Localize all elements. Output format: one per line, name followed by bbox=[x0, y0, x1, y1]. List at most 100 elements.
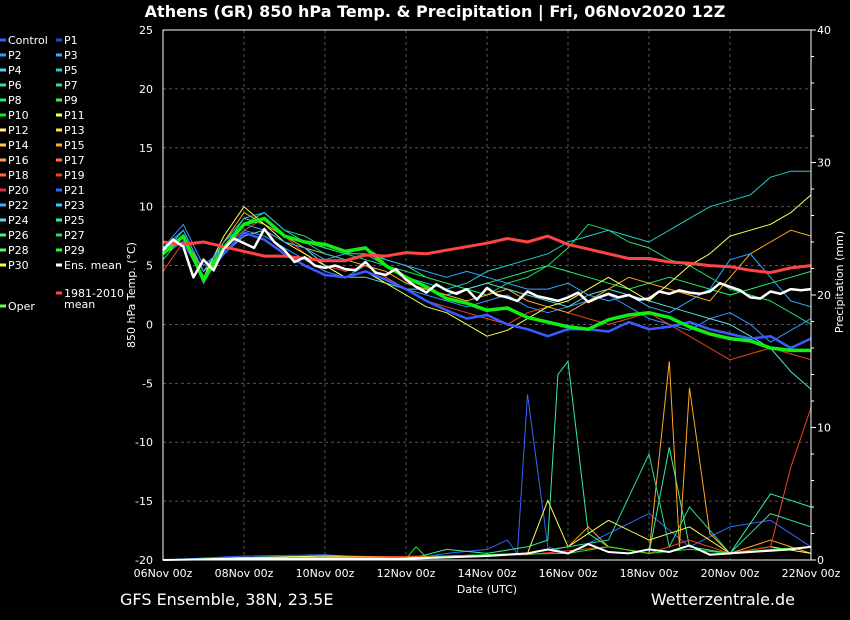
legend-label: Control bbox=[8, 34, 48, 47]
x-tick-label: 22Nov 00z bbox=[782, 567, 841, 580]
legend-label: P30 bbox=[8, 259, 29, 272]
legend-entry: P30 bbox=[0, 259, 29, 272]
y-tick-label: -20 bbox=[135, 554, 153, 567]
x-tick-label: 18Nov 00z bbox=[620, 567, 679, 580]
x-tick-label: 12Nov 00z bbox=[377, 567, 436, 580]
legend-label: P19 bbox=[64, 169, 85, 182]
legend-label: P22 bbox=[8, 199, 29, 212]
legend-label: P10 bbox=[8, 109, 29, 122]
legend-entry: P20 bbox=[0, 184, 29, 197]
legend-entry: P14 bbox=[0, 139, 29, 152]
legend-label: P18 bbox=[8, 169, 29, 182]
y-tick-label: -5 bbox=[142, 377, 153, 390]
legend-label: P13 bbox=[64, 124, 85, 137]
legend-label: P16 bbox=[8, 154, 29, 167]
x-tick-label: 14Nov 00z bbox=[458, 567, 517, 580]
y2-axis-ticks: 40 30 20 10 0 bbox=[811, 24, 831, 567]
legend-label: P20 bbox=[8, 184, 29, 197]
legend-label: P2 bbox=[8, 49, 22, 62]
legend-entry: P15 bbox=[56, 139, 85, 152]
legend-entry: P25 bbox=[56, 214, 85, 227]
legend-label: P3 bbox=[64, 49, 78, 62]
y-tick-label: -15 bbox=[135, 495, 153, 508]
legend-entry: P11 bbox=[56, 109, 85, 122]
legend-entry: P29 bbox=[56, 244, 85, 257]
legend-entry: P6 bbox=[0, 79, 22, 92]
legend-entry: Control bbox=[0, 34, 48, 47]
legend-entry: P27 bbox=[56, 229, 85, 242]
legend-label: P28 bbox=[8, 244, 29, 257]
legend-label: P26 bbox=[8, 229, 29, 242]
legend-entry: 1981-2010 mean bbox=[56, 287, 124, 311]
legend-label: P4 bbox=[8, 64, 22, 77]
x-tick-label: 16Nov 00z bbox=[539, 567, 598, 580]
y2-tick-label: 30 bbox=[817, 157, 831, 170]
legend-entry: P18 bbox=[0, 169, 29, 182]
y-tick-label: 10 bbox=[139, 201, 153, 214]
y2-tick-label: 20 bbox=[817, 289, 831, 302]
legend-entry: P21 bbox=[56, 184, 85, 197]
x-tick-label: 08Nov 00z bbox=[215, 567, 274, 580]
y-tick-label: -10 bbox=[135, 436, 153, 449]
legend-label: P7 bbox=[64, 79, 78, 92]
series-line bbox=[162, 234, 812, 275]
y2-tick-label: 0 bbox=[817, 554, 824, 567]
legend-label: Ens. mean bbox=[64, 259, 122, 272]
footer-left: GFS Ensemble, 38N, 23.5E bbox=[120, 590, 333, 609]
y2-tick-label: 10 bbox=[817, 422, 831, 435]
chart-title: Athens (GR) 850 hPa Temp. & Precipitatio… bbox=[145, 2, 726, 22]
series-line bbox=[162, 194, 812, 337]
legend-entry: Oper bbox=[0, 300, 35, 313]
legend-label: Oper bbox=[8, 300, 35, 313]
legend-label: P24 bbox=[8, 214, 29, 227]
legend-label: P8 bbox=[8, 94, 22, 107]
legend-label: P5 bbox=[64, 64, 78, 77]
x-axis-ticks: 06Nov 00z 08Nov 00z 10Nov 00z 12Nov 00z 14No… bbox=[134, 567, 841, 580]
legend-label: P12 bbox=[8, 124, 29, 137]
legend-label: P25 bbox=[64, 214, 85, 227]
footer-right: Wetterzentrale.de bbox=[651, 590, 795, 609]
legend-entry: P7 bbox=[56, 79, 78, 92]
series-line bbox=[162, 231, 812, 350]
legend-entry: P9 bbox=[56, 94, 78, 107]
legend-label: 1981-2010 mean bbox=[64, 287, 124, 311]
precipitation-series bbox=[162, 360, 812, 561]
legend-label: P9 bbox=[64, 94, 78, 107]
legend-entry: P16 bbox=[0, 154, 29, 167]
series-line bbox=[161, 216, 811, 353]
legend-label: P11 bbox=[64, 109, 85, 122]
legend-entry: P13 bbox=[56, 124, 85, 137]
legend-entry: P23 bbox=[56, 199, 85, 212]
legend-entry: P28 bbox=[0, 244, 29, 257]
y2-tick-label: 40 bbox=[817, 24, 831, 37]
legend-label: P21 bbox=[64, 184, 85, 197]
y-tick-label: 5 bbox=[146, 260, 153, 273]
legend-label: P15 bbox=[64, 139, 85, 152]
legend-label: P23 bbox=[64, 199, 85, 212]
legend-label: P27 bbox=[64, 229, 85, 242]
legend-entry: P26 bbox=[0, 229, 29, 242]
y-tick-label: 20 bbox=[139, 83, 153, 96]
legend-entry: P4 bbox=[0, 64, 22, 77]
legend-label: P6 bbox=[8, 79, 22, 92]
legend-entry: P10 bbox=[0, 109, 29, 122]
legend-label: P14 bbox=[8, 139, 29, 152]
legend-entry: P1 bbox=[56, 34, 78, 47]
x-axis-label: Date (UTC) bbox=[457, 583, 517, 596]
legend-entry: P24 bbox=[0, 214, 29, 227]
x-tick-label: 06Nov 00z bbox=[134, 567, 193, 580]
temperature-series bbox=[161, 170, 812, 390]
legend-entry: P2 bbox=[0, 49, 22, 62]
precip-line bbox=[162, 543, 812, 561]
legend-label: P29 bbox=[64, 244, 85, 257]
series-line bbox=[162, 227, 812, 304]
legend-entry: Ens. mean bbox=[56, 259, 122, 272]
y2-axis-label: Precipitation (mm) bbox=[833, 231, 846, 333]
series-line bbox=[162, 170, 811, 290]
legend-entry: P12 bbox=[0, 124, 29, 137]
y-tick-label: 25 bbox=[139, 24, 153, 37]
x-tick-label: 20Nov 00z bbox=[701, 567, 760, 580]
legend-label: P1 bbox=[64, 34, 78, 47]
